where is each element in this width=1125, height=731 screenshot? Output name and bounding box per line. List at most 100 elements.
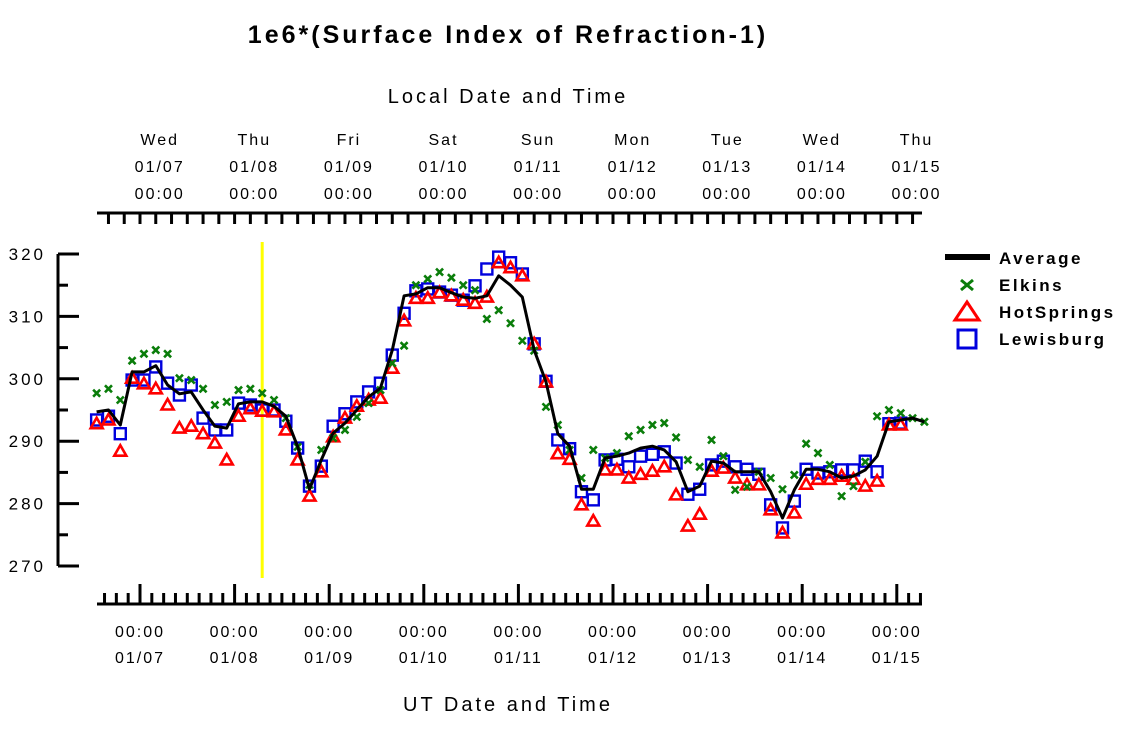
bottom-tick-time: 00:00 (399, 624, 449, 641)
elkins-point (139, 349, 149, 359)
hotsprings-point (857, 477, 874, 492)
lewisburg-point (858, 454, 872, 468)
lewisburg-point (503, 256, 518, 270)
bottom-tick-date: 01/13 (683, 650, 733, 667)
hotsprings-point (253, 402, 271, 418)
x-stroke (884, 405, 894, 415)
x-stroke (458, 280, 468, 290)
x-stroke (316, 445, 326, 455)
hotsprings-point (147, 380, 165, 395)
hotsprings-point (407, 289, 425, 305)
x-stroke (801, 439, 811, 449)
top-tick-date: 01/09 (324, 159, 374, 176)
elkins-point (186, 375, 196, 385)
y-tick-label: 270 (9, 557, 46, 576)
hotsprings-point (845, 470, 862, 486)
x-stroke (766, 473, 776, 483)
bottom-tick-time: 00:00 (115, 624, 165, 641)
x-stroke (269, 395, 279, 405)
hotsprings-point (715, 459, 732, 474)
x-stroke (896, 408, 906, 418)
legend-label: HotSprings (999, 303, 1116, 322)
bottom-axis-title: UT Date and Time (403, 694, 613, 716)
x-stroke (695, 462, 705, 472)
legend-label: Elkins (999, 276, 1064, 295)
hotsprings-point (797, 475, 815, 491)
x-stroke (671, 433, 681, 442)
lewisburg-point (172, 388, 187, 402)
top-tick-day: Mon (614, 132, 651, 149)
bottom-tick-time: 00:00 (777, 624, 827, 641)
hotsprings-point (892, 416, 909, 431)
hotsprings-point (242, 400, 259, 415)
x-stroke (683, 455, 693, 465)
elkins-point (517, 336, 527, 346)
hotsprings-point (762, 501, 779, 516)
hotsprings-point (656, 458, 673, 473)
hotsprings-point (679, 517, 697, 532)
hotsprings-point (608, 461, 626, 476)
hotsprings-point (667, 486, 685, 501)
elkins-point (435, 267, 444, 277)
legend-label: Lewisburg (999, 330, 1107, 349)
elkins-point (695, 462, 705, 472)
lewisburg-point (669, 456, 683, 470)
elkins-point (506, 318, 515, 328)
elkins-point (588, 445, 598, 455)
elkins-point (92, 388, 102, 398)
elkins-point (896, 408, 906, 418)
x-stroke (506, 318, 515, 328)
top-tick-date: 01/12 (608, 159, 658, 176)
y-axis: 270 280 290 300 310 320 (9, 245, 79, 576)
x-stroke (647, 420, 657, 430)
x-stroke (257, 388, 267, 398)
x-stroke (222, 397, 232, 407)
x-stroke (340, 425, 350, 435)
top-tick-day: Thu (900, 132, 934, 149)
top-tick-date: 01/07 (135, 159, 185, 176)
elkins-point (849, 481, 858, 491)
x-stroke (163, 349, 173, 359)
elkins-point (163, 349, 173, 359)
x-stroke (860, 457, 870, 467)
elkins-point (742, 482, 752, 492)
elkins-point (825, 460, 835, 470)
hotsprings-point (620, 469, 638, 484)
hotsprings-point (159, 396, 176, 411)
hotsprings-point (277, 421, 295, 436)
top-tick-time: 00:00 (891, 186, 941, 203)
top-tick-time: 00:00 (608, 186, 658, 203)
plot-area (88, 250, 929, 539)
hotsprings-point (419, 289, 436, 305)
hotsprings-point (644, 462, 661, 477)
elkins-point (860, 457, 870, 467)
elkins-point (174, 373, 184, 383)
elkins-point (718, 451, 728, 461)
elkins-point (127, 356, 137, 366)
x-stroke (127, 356, 137, 366)
top-tick-day: Tue (711, 132, 744, 149)
x-stroke (234, 385, 243, 395)
hotsprings-point (774, 524, 791, 539)
elkins-point (659, 418, 669, 428)
elkins-point (766, 473, 776, 483)
y-tick-label: 320 (9, 245, 46, 264)
legend: Average Elkins HotSprings Lewisburg (945, 249, 1116, 350)
hotsprings-point (395, 312, 413, 327)
x-stroke (387, 358, 397, 368)
x-stroke (849, 481, 858, 491)
x-stroke (588, 445, 598, 455)
elkins-point (115, 395, 125, 405)
x-stroke (541, 402, 551, 412)
legend-square-icon (956, 328, 978, 350)
legend-x-icon (960, 278, 974, 292)
hotsprings-point (726, 469, 744, 484)
x-stroke (494, 305, 504, 315)
hotsprings-point (786, 504, 803, 519)
x-stroke (210, 400, 220, 410)
top-tick-time: 00:00 (702, 186, 752, 203)
legend-line-swatch (945, 254, 990, 260)
hotsprings-point (183, 417, 200, 433)
x-stroke (245, 384, 255, 394)
x-stroke (872, 411, 882, 421)
